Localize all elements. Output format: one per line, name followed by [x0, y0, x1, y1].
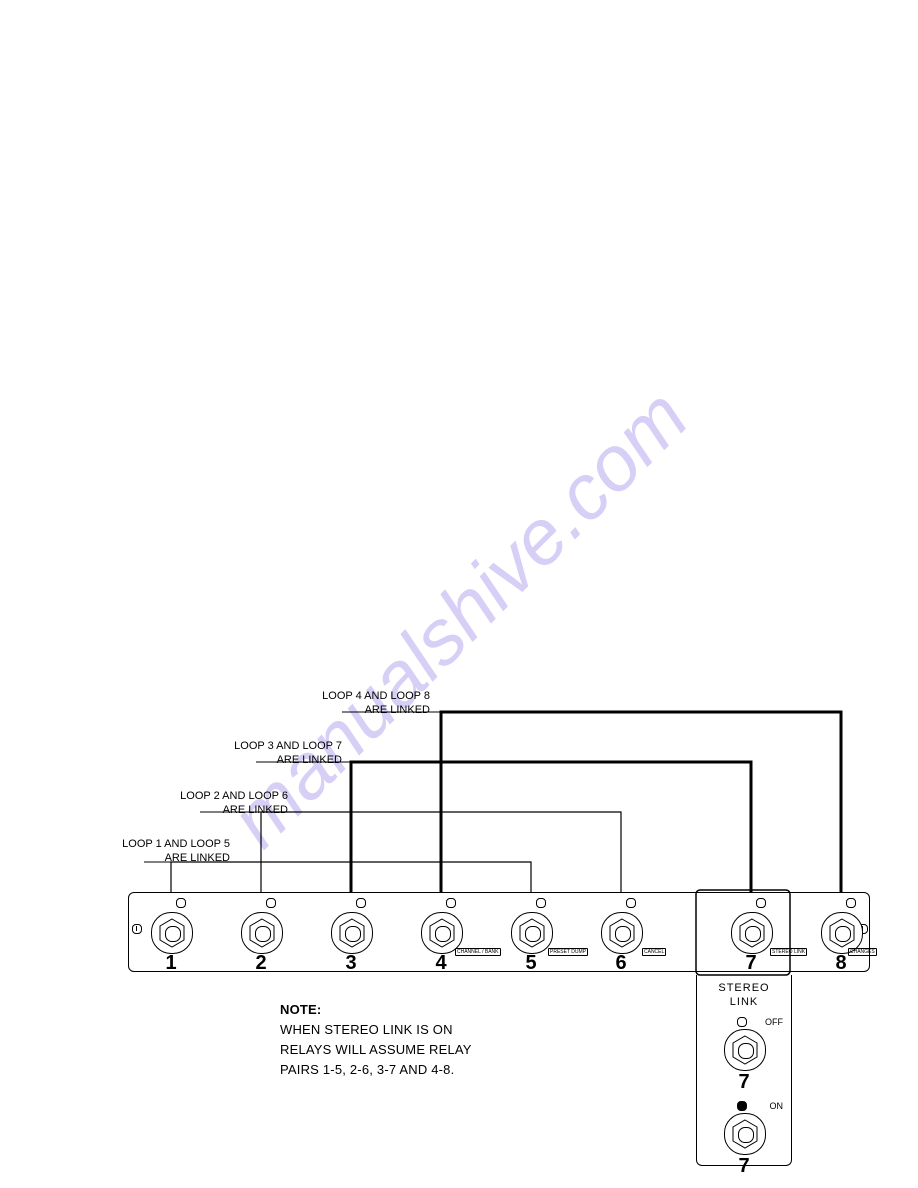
- note-text: NOTE: WHEN STEREO LINK IS ON RELAYS WILL…: [280, 1000, 580, 1081]
- note-title: NOTE:: [280, 1002, 321, 1017]
- link-label-4-8: LOOP 4 AND LOOP 8 ARE LINKED: [270, 690, 430, 718]
- link-label-3-7-l1: LOOP 3 AND LOOP 7: [234, 740, 342, 752]
- led-icon: [756, 898, 766, 908]
- led-icon: [356, 898, 366, 908]
- on-label: ON: [770, 1101, 784, 1111]
- stereo-link-title-l2: LINK: [730, 996, 758, 1008]
- jack-tiny-label: STEREO LINK: [770, 948, 807, 956]
- wiring-diagram: LOOP 4 AND LOOP 8 ARE LINKED LOOP 3 AND …: [0, 0, 918, 1188]
- note-line: RELAYS WILL ASSUME RELAY: [280, 1042, 472, 1057]
- led-icon: [176, 898, 186, 908]
- note-line: PAIRS 1-5, 2-6, 3-7 AND 4-8.: [280, 1062, 454, 1077]
- stereo-link-detail: STEREO LINK OFF 7 ON 7: [696, 975, 792, 1166]
- jack-socket-icon: [731, 912, 773, 954]
- jack-number: 2: [241, 952, 281, 975]
- led-icon: [266, 898, 276, 908]
- jack-socket-icon: [724, 1113, 766, 1155]
- led-icon: [446, 898, 456, 908]
- link-label-3-7: LOOP 3 AND LOOP 7 ARE LINKED: [182, 740, 342, 768]
- led-icon: [626, 898, 636, 908]
- link-label-4-8-l2: ARE LINKED: [365, 704, 430, 716]
- led-icon: [536, 898, 546, 908]
- jack-number: 3: [331, 952, 371, 975]
- jack-socket-icon: [511, 912, 553, 954]
- jack-socket-icon: [601, 912, 643, 954]
- jack-socket-icon: [241, 912, 283, 954]
- jack-number: 5: [511, 952, 551, 975]
- link-label-1-5-l1: LOOP 1 AND LOOP 5: [122, 838, 230, 850]
- link-label-1-5-l2: ARE LINKED: [165, 852, 230, 864]
- led-icon: [846, 898, 856, 908]
- link-label-2-6-l1: LOOP 2 AND LOOP 6: [180, 790, 288, 802]
- jack-socket-icon: [151, 912, 193, 954]
- jack-tiny-label: CHANGES: [848, 948, 877, 956]
- link-label-1-5: LOOP 1 AND LOOP 5 ARE LINKED: [70, 838, 230, 866]
- stereo-link-title: STEREO LINK: [697, 981, 791, 1010]
- link-label-2-6: LOOP 2 AND LOOP 6 ARE LINKED: [128, 790, 288, 818]
- jack-tiny-label: CHANNEL / BANK: [455, 948, 501, 956]
- screw-icon: [132, 924, 142, 934]
- link-label-4-8-l1: LOOP 4 AND LOOP 8: [322, 690, 430, 702]
- link-label-2-6-l2: ARE LINKED: [223, 804, 288, 816]
- jack-number: 6: [601, 952, 641, 975]
- stereo-link-title-l1: STEREO: [718, 982, 769, 994]
- jack-number: 1: [151, 952, 191, 975]
- jack-socket-icon: [331, 912, 373, 954]
- led-on-icon: [737, 1101, 747, 1111]
- link-label-3-7-l2: ARE LINKED: [277, 754, 342, 766]
- stereo-off-number: 7: [724, 1071, 764, 1094]
- jack-tiny-label: PRESET DUMP: [548, 948, 588, 956]
- jack-number: 7: [731, 952, 771, 975]
- stereo-on-number: 7: [724, 1155, 764, 1178]
- jack-tiny-label: CANCEL: [642, 948, 666, 956]
- led-off-icon: [737, 1017, 747, 1027]
- note-line: WHEN STEREO LINK IS ON: [280, 1022, 453, 1037]
- jack-socket-icon: [724, 1029, 766, 1071]
- off-label: OFF: [765, 1017, 783, 1027]
